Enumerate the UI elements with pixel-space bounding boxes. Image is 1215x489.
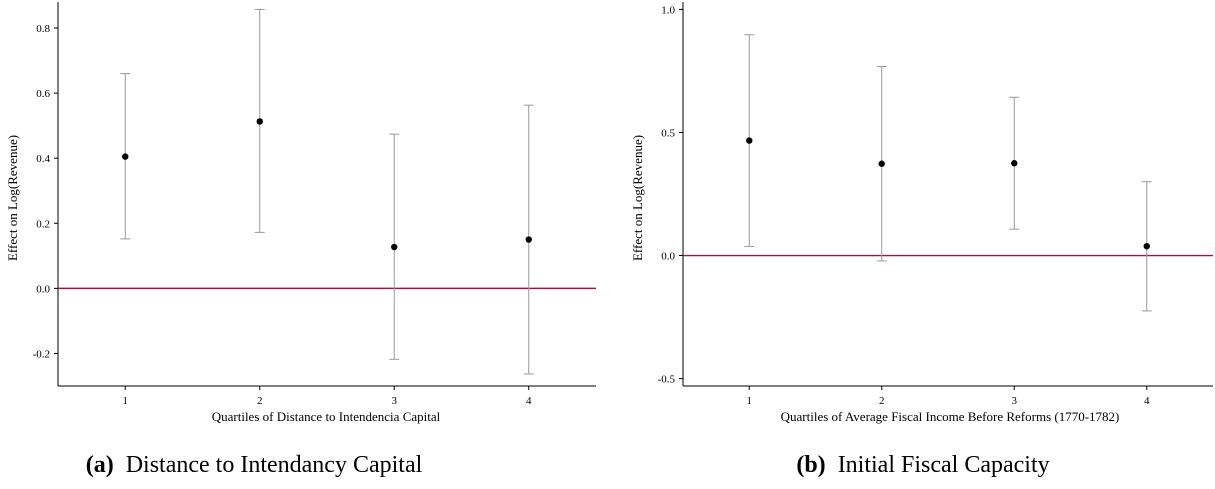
panel-a-point xyxy=(122,153,129,160)
panel-a-xtick-label: 1 xyxy=(123,395,129,407)
panel-b-xtick-label: 2 xyxy=(879,395,885,407)
panel-b-ytick-label: 0.0 xyxy=(661,251,675,263)
panel-a-ytick-label: 0.0 xyxy=(36,283,50,295)
panel-b: -0.5 0.0 0.5 1.0 1 2 3 4 Quartiles of Average F… xyxy=(630,2,1213,478)
panel-b-ylabel: Effect on Log(Revenue) xyxy=(630,135,645,261)
panel-b-ytick-label: 1.0 xyxy=(661,4,675,16)
panel-a-ytick-label: 0.4 xyxy=(36,153,50,165)
panel-a: -0.2 0.0 0.2 0.4 0.6 0.8 1 2 3 4 Quartiles of Dis… xyxy=(5,2,596,478)
panel-a-ytick-label: 0.2 xyxy=(36,218,50,230)
panel-a-point xyxy=(391,243,398,251)
panel-b-ytick-label: 0.5 xyxy=(661,127,675,139)
panel-b-point xyxy=(878,160,885,167)
panel-a-caption-label: (a) xyxy=(86,452,114,478)
panel-b-xtick-label: 1 xyxy=(747,395,753,407)
panel-a-point xyxy=(525,236,532,243)
panel-a-xlabel: Quartiles of Distance to Intendencia Cap… xyxy=(212,409,441,424)
panel-b-caption: (b) Initial Fiscal Capacity xyxy=(796,452,1049,478)
panel-a-xtick-label: 4 xyxy=(526,395,532,407)
panel-a-ytick-label: -0.2 xyxy=(33,348,50,360)
panel-b-xtick-label: 3 xyxy=(1012,395,1018,407)
panel-a-ytick-label: 0.6 xyxy=(36,88,50,100)
panel-b-caption-text: Initial Fiscal Capacity xyxy=(838,452,1050,478)
panel-a-xtick-label: 2 xyxy=(257,395,263,407)
panel-b-ytick-label: -0.5 xyxy=(658,374,676,386)
panel-a-xtick-label: 3 xyxy=(392,395,398,407)
panel-b-point xyxy=(1011,160,1018,167)
panel-b-point xyxy=(746,137,753,144)
panel-b-caption-label: (b) xyxy=(796,452,825,478)
panel-a-ylabel: Effect on Log(Revenue) xyxy=(5,135,20,261)
panel-b-xtick-label: 4 xyxy=(1144,395,1150,407)
panel-a-point xyxy=(256,118,263,125)
panel-b-point xyxy=(1143,242,1150,250)
panel-b-plot: -0.5 0.0 0.5 1.0 1 2 3 4 xyxy=(658,2,1213,407)
panel-a-caption: (a) Distance to Intendancy Capital xyxy=(86,452,423,478)
panel-a-caption-text: Distance to Intendancy Capital xyxy=(126,452,423,478)
panel-b-xlabel: Quartiles of Average Fiscal Income Befor… xyxy=(781,409,1120,424)
panel-a-ytick-label: 0.8 xyxy=(36,23,50,35)
panel-a-plot: -0.2 0.0 0.2 0.4 0.6 0.8 1 2 3 4 xyxy=(33,2,596,407)
